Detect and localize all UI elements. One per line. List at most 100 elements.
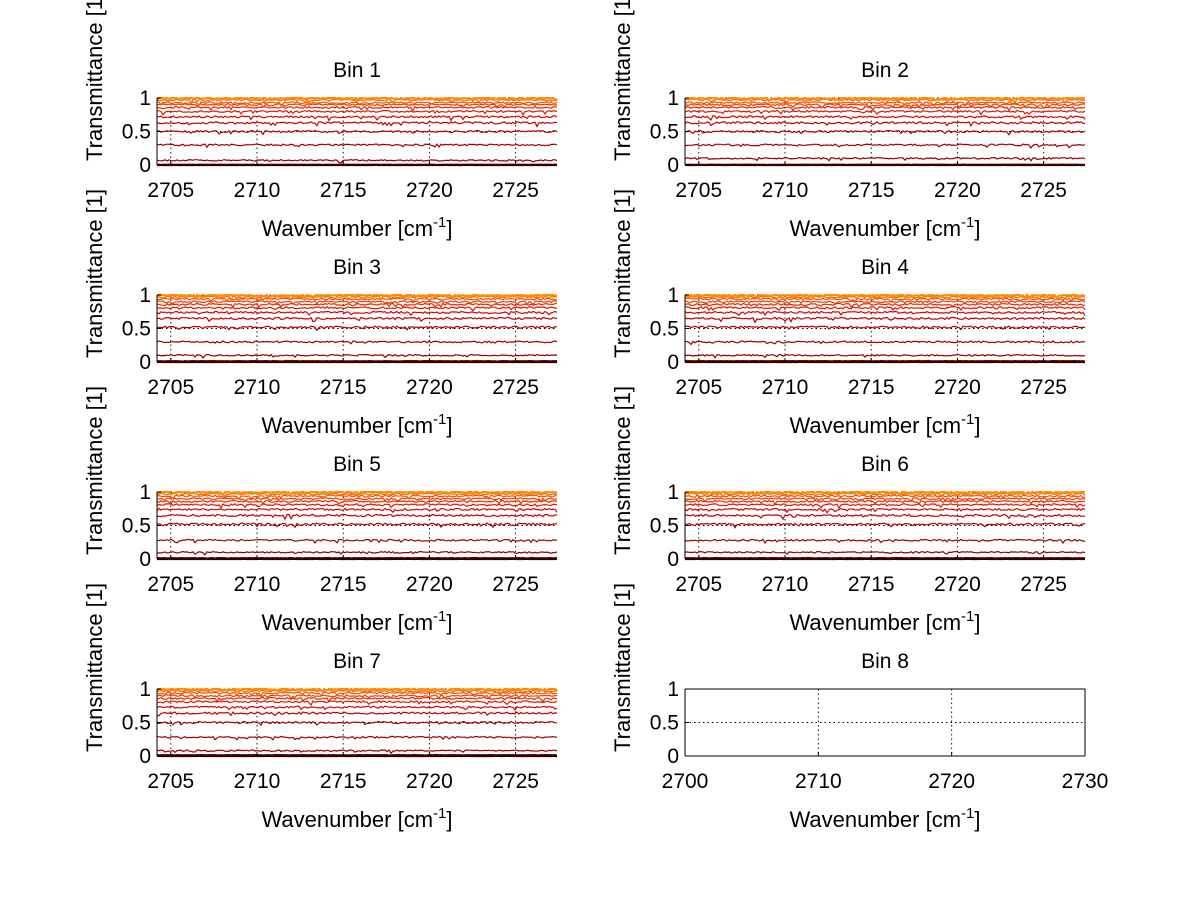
series-line-s12 xyxy=(684,295,1086,301)
y-tick-label: 0 xyxy=(139,745,151,768)
y-tick-label: 0.5 xyxy=(122,712,151,735)
series-line-s9 xyxy=(684,499,1086,506)
y-axis-label: Transmittance [1] xyxy=(82,0,107,161)
series-line-s5 xyxy=(156,720,558,727)
series-line-s6 xyxy=(156,711,558,717)
y-tick-label: 0.5 xyxy=(650,515,679,538)
series-line-s5 xyxy=(684,522,1086,529)
x-tick-label: 2705 xyxy=(147,179,194,202)
series-line-s7 xyxy=(156,507,558,514)
x-tick-label: 2710 xyxy=(762,376,809,399)
series-line-s13 xyxy=(156,687,558,694)
x-tick-label: 2700 xyxy=(662,770,709,793)
series-line-s7 xyxy=(156,310,558,317)
x-tick-label: 2720 xyxy=(934,179,981,202)
subplot-title: Bin 3 xyxy=(333,256,381,279)
series-line-s2 xyxy=(157,359,558,362)
subplot-title: Bin 5 xyxy=(333,453,381,476)
series-line-s6 xyxy=(156,316,558,323)
y-tick-label: 0.5 xyxy=(122,515,151,538)
x-tick-label: 2705 xyxy=(147,376,194,399)
y-tick-label: 1 xyxy=(667,481,679,504)
x-tick-label: 2725 xyxy=(1020,376,1067,399)
y-tick-label: 1 xyxy=(667,87,679,110)
series-line-s9 xyxy=(684,105,1086,112)
y-axis-label: Transmittance [1] xyxy=(610,583,635,752)
x-tick-label: 2720 xyxy=(406,770,453,793)
series-line-s11 xyxy=(157,691,558,698)
subplot-title: Bin 2 xyxy=(861,59,909,82)
series-line-s9 xyxy=(684,302,1086,309)
series-line-s10 xyxy=(684,496,1086,503)
series-line-s10 xyxy=(156,497,557,503)
series-line-s10 xyxy=(156,103,558,109)
x-tick-label: 2710 xyxy=(234,376,281,399)
x-tick-label: 2720 xyxy=(406,179,453,202)
subplot-title: Bin 1 xyxy=(333,59,381,82)
x-axis-label: Wavenumber [cm-1] xyxy=(789,411,980,438)
y-axis-label: Transmittance [1] xyxy=(82,386,107,555)
subplot-title: Bin 4 xyxy=(861,256,909,279)
series-line-s10 xyxy=(684,102,1085,110)
series-line-s4 xyxy=(684,340,1086,346)
series-line-s7 xyxy=(684,310,1086,317)
series-line-s13 xyxy=(156,490,558,498)
y-axis-label: Transmittance [1] xyxy=(82,189,107,358)
y-tick-label: 0 xyxy=(667,351,679,374)
series-line-s13 xyxy=(684,490,1086,497)
y-tick-label: 0.5 xyxy=(650,318,679,341)
subplot-8: Bin 8 0 0.5 1 2700 2710 2720 2730 Wavenumber [cm… xyxy=(610,583,1108,832)
y-axis-label: Transmittance [1] xyxy=(610,0,635,161)
x-tick-label: 2715 xyxy=(848,179,895,202)
x-tick-label: 2710 xyxy=(762,573,809,596)
series-line-s3 xyxy=(684,550,1086,555)
series-line-s11 xyxy=(684,494,1086,500)
series-line-s10 xyxy=(156,694,558,700)
series-line-s11 xyxy=(684,101,1086,107)
series-line-s3 xyxy=(156,353,558,359)
series-line-s11 xyxy=(156,101,558,107)
x-tick-label: 2725 xyxy=(492,376,539,399)
y-tick-label: 0 xyxy=(139,154,151,177)
series-line-s7 xyxy=(156,115,558,122)
series-line-s3 xyxy=(684,353,1086,359)
x-tick-label: 2725 xyxy=(1020,573,1067,596)
y-tick-label: 1 xyxy=(667,678,679,701)
series-line-s4 xyxy=(684,538,1085,545)
y-axis-label: Transmittance [1] xyxy=(610,386,635,555)
series-line-s7 xyxy=(684,115,1086,122)
y-tick-label: 1 xyxy=(139,678,151,701)
x-tick-label: 2705 xyxy=(147,573,194,596)
x-tick-label: 2715 xyxy=(848,376,895,399)
subplot-1: Bin 1 0 0.5 1 2705 2710 2715 2720 2725 Wavenumber… xyxy=(82,0,558,241)
x-tick-label: 2710 xyxy=(795,770,842,793)
series-line-s5 xyxy=(156,129,558,136)
x-tick-label: 2725 xyxy=(492,179,539,202)
series-line-s2 xyxy=(684,163,1086,166)
series-line-s6 xyxy=(684,513,1086,521)
series-line-s5 xyxy=(684,129,1086,136)
series-line-s3 xyxy=(156,749,558,755)
series-line-s2 xyxy=(684,556,1085,559)
x-tick-label: 2705 xyxy=(147,770,194,793)
y-tick-label: 1 xyxy=(139,284,151,307)
series-line-s5 xyxy=(156,325,558,332)
series-line-s6 xyxy=(156,121,558,128)
x-tick-label: 2710 xyxy=(234,179,281,202)
x-tick-label: 2705 xyxy=(675,179,722,202)
series-line-s8 xyxy=(684,503,1086,510)
series-line-s11 xyxy=(156,494,558,501)
series-line-s6 xyxy=(684,316,1086,324)
series-line-s5 xyxy=(684,325,1085,331)
series-line-s8 xyxy=(156,700,558,707)
y-tick-label: 1 xyxy=(667,284,679,307)
series-line-s4 xyxy=(156,538,558,544)
subplot-3: Bin 3 0 0.5 1 2705 2710 2715 2720 2725 Wavenumber… xyxy=(82,189,558,438)
x-tick-label: 2730 xyxy=(1062,770,1109,793)
series-line-s11 xyxy=(156,297,558,303)
x-tick-label: 2720 xyxy=(406,376,453,399)
y-tick-label: 1 xyxy=(139,481,151,504)
series-line-s7 xyxy=(156,705,558,712)
series-line-s4 xyxy=(684,143,1086,150)
y-tick-label: 0 xyxy=(139,548,151,571)
